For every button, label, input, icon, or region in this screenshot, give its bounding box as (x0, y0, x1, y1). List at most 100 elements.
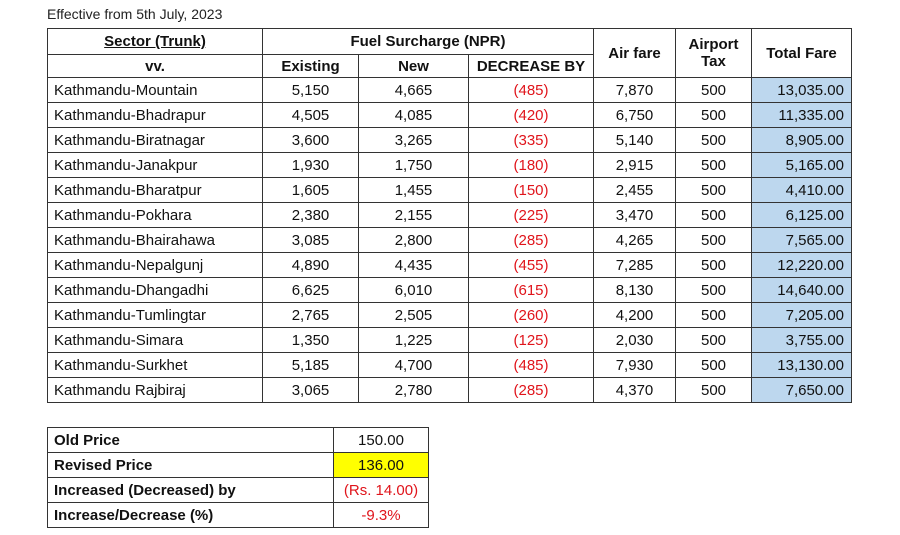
new-cell: 3,265 (358, 127, 469, 153)
existing-cell: 4,505 (262, 102, 359, 128)
decrease-cell: (225) (468, 202, 594, 228)
airport-tax-cell: 500 (675, 127, 752, 153)
table-row: Kathmandu-Bharatpur 1,605 1,455 (150) 2,455 5… (47, 177, 852, 203)
header-row-2: vv. Existing New DECREASE BY (47, 54, 852, 78)
total-fare-cell: 14,640.00 (751, 277, 852, 303)
new-cell: 1,750 (358, 152, 469, 178)
table-row: Kathmandu-Pokhara 2,380 2,155 (225) 3,470 500… (47, 202, 852, 228)
air-fare-cell: 4,370 (593, 377, 676, 403)
existing-cell: 3,085 (262, 227, 359, 253)
table-row: Kathmandu-Tumlingtar 2,765 2,505 (260) 4,200… (47, 302, 852, 328)
header-decrease-by: DECREASE BY (468, 54, 594, 78)
summary-label: Increased (Decreased) by (47, 477, 334, 503)
existing-cell: 1,930 (262, 152, 359, 178)
sector-cell: Kathmandu Rajbiraj (47, 377, 263, 403)
header-airport-tax: Airport Tax (675, 28, 752, 78)
existing-cell: 3,600 (262, 127, 359, 153)
air-fare-cell: 8,130 (593, 277, 676, 303)
sector-cell: Kathmandu-Janakpur (47, 152, 263, 178)
total-fare-cell: 12,220.00 (751, 252, 852, 278)
table-row: Kathmandu-Janakpur 1,930 1,750 (180) 2,915 50… (47, 152, 852, 178)
header-vv: vv. (47, 54, 263, 78)
summary-row: Revised Price 136.00 (47, 452, 429, 478)
new-cell: 1,225 (358, 327, 469, 353)
sector-cell: Kathmandu-Surkhet (47, 352, 263, 378)
decrease-cell: (125) (468, 327, 594, 353)
air-fare-cell: 2,455 (593, 177, 676, 203)
summary-value: -9.3% (333, 502, 429, 528)
sector-cell: Kathmandu-Biratnagar (47, 127, 263, 153)
airport-tax-cell: 500 (675, 352, 752, 378)
table-row: Kathmandu-Bhairahawa 3,085 2,800 (285) 4,265… (47, 227, 852, 253)
table-row: Kathmandu-Biratnagar 3,600 3,265 (335) 5,140… (47, 127, 852, 153)
summary-value: 150.00 (333, 427, 429, 453)
total-fare-cell: 7,565.00 (751, 227, 852, 253)
existing-cell: 2,380 (262, 202, 359, 228)
airport-tax-cell: 500 (675, 277, 752, 303)
total-fare-cell: 13,130.00 (751, 352, 852, 378)
air-fare-cell: 7,285 (593, 252, 676, 278)
table-row: Kathmandu-Nepalgunj 4,890 4,435 (455) 7,285 5… (47, 252, 852, 278)
new-cell: 4,435 (358, 252, 469, 278)
header-air-fare: Air fare (593, 28, 676, 78)
header-sector: Sector (Trunk) (47, 28, 263, 55)
decrease-cell: (285) (468, 227, 594, 253)
total-fare-cell: 7,650.00 (751, 377, 852, 403)
airport-tax-cell: 500 (675, 252, 752, 278)
air-fare-cell: 7,930 (593, 352, 676, 378)
airport-tax-cell: 500 (675, 202, 752, 228)
fare-table: Sector (Trunk) Fuel Surcharge (NPR) Air … (47, 28, 852, 403)
header-fuel-surcharge: Fuel Surcharge (NPR) (262, 28, 594, 55)
total-fare-cell: 5,165.00 (751, 152, 852, 178)
summary-value: (Rs. 14.00) (333, 477, 429, 503)
new-cell: 4,665 (358, 77, 469, 103)
airport-tax-cell: 500 (675, 227, 752, 253)
decrease-cell: (150) (468, 177, 594, 203)
total-fare-cell: 11,335.00 (751, 102, 852, 128)
decrease-cell: (485) (468, 352, 594, 378)
air-fare-cell: 6,750 (593, 102, 676, 128)
decrease-cell: (335) (468, 127, 594, 153)
sector-cell: Kathmandu-Tumlingtar (47, 302, 263, 328)
airport-tax-cell: 500 (675, 377, 752, 403)
new-cell: 2,800 (358, 227, 469, 253)
airport-tax-cell: 500 (675, 302, 752, 328)
header-row-1: Sector (Trunk) Fuel Surcharge (NPR) Air … (47, 28, 852, 78)
airport-tax-cell: 500 (675, 102, 752, 128)
decrease-cell: (455) (468, 252, 594, 278)
summary-label: Revised Price (47, 452, 334, 478)
sector-cell: Kathmandu-Mountain (47, 77, 263, 103)
header-new: New (358, 54, 469, 78)
existing-cell: 1,605 (262, 177, 359, 203)
sector-cell: Kathmandu-Dhangadhi (47, 277, 263, 303)
total-fare-cell: 6,125.00 (751, 202, 852, 228)
sector-cell: Kathmandu-Bhairahawa (47, 227, 263, 253)
total-fare-cell: 7,205.00 (751, 302, 852, 328)
decrease-cell: (615) (468, 277, 594, 303)
decrease-cell: (260) (468, 302, 594, 328)
total-fare-cell: 3,755.00 (751, 327, 852, 353)
sector-cell: Kathmandu-Pokhara (47, 202, 263, 228)
table-row: Kathmandu-Mountain 5,150 4,665 (485) 7,870 50… (47, 77, 852, 103)
new-cell: 2,505 (358, 302, 469, 328)
air-fare-cell: 5,140 (593, 127, 676, 153)
summary-label: Old Price (47, 427, 334, 453)
existing-cell: 5,150 (262, 77, 359, 103)
sector-cell: Kathmandu-Nepalgunj (47, 252, 263, 278)
new-cell: 1,455 (358, 177, 469, 203)
header-total-fare: Total Fare (751, 28, 852, 78)
air-fare-cell: 2,915 (593, 152, 676, 178)
new-cell: 4,700 (358, 352, 469, 378)
airport-tax-cell: 500 (675, 177, 752, 203)
summary-label: Increase/Decrease (%) (47, 502, 334, 528)
existing-cell: 1,350 (262, 327, 359, 353)
table-row: Kathmandu-Bhadrapur 4,505 4,085 (420) 6,750 5… (47, 102, 852, 128)
table-row: Kathmandu Rajbiraj 3,065 2,780 (285) 4,370 50… (47, 377, 852, 403)
summary-row: Old Price 150.00 (47, 427, 429, 453)
effective-date: Effective from 5th July, 2023 (47, 6, 223, 22)
air-fare-cell: 3,470 (593, 202, 676, 228)
new-cell: 6,010 (358, 277, 469, 303)
total-fare-cell: 4,410.00 (751, 177, 852, 203)
new-cell: 4,085 (358, 102, 469, 128)
